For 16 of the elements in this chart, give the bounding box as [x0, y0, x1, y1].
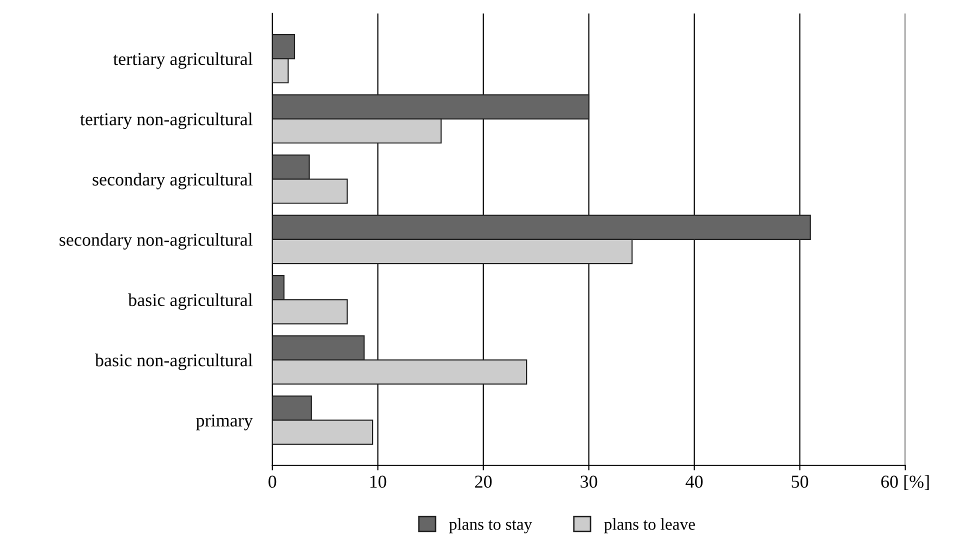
x-tick-label: 0	[268, 476, 276, 488]
y-tick-label: basic agricultural	[128, 293, 253, 310]
x-tick-label: 50	[792, 476, 808, 488]
legend-label: plans to leave	[604, 518, 695, 534]
x-tick-label: 60 [%]	[881, 475, 929, 490]
y-tick-label: basic non-agricultural	[94, 354, 253, 370]
y-tick-label: secondary agricultural	[92, 172, 253, 190]
y-tick-label: secondary non-agricultural	[60, 233, 253, 250]
x-tick-label: 10	[370, 476, 386, 488]
y-tick-label: tertiary non-agricultural	[80, 112, 253, 130]
x-tick-label: 40	[686, 476, 703, 488]
legend-label: plans to stay	[449, 518, 532, 534]
y-tick-label: primary	[196, 414, 253, 430]
x-tick-label: 20	[475, 476, 492, 488]
x-tick-label: 30	[580, 476, 598, 488]
y-tick-label: tertiary agricultural	[113, 52, 253, 69]
